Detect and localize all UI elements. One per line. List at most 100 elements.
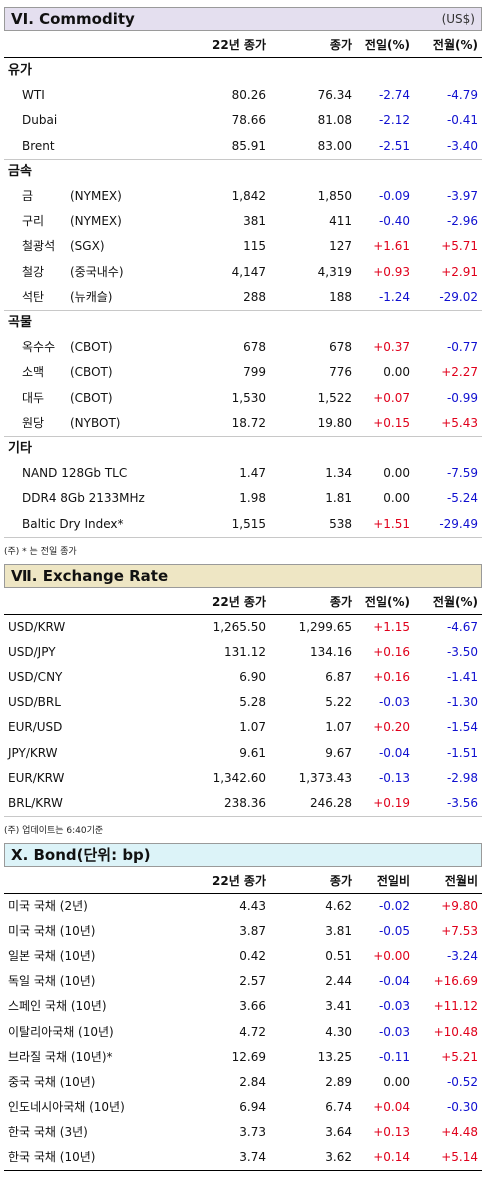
table-row: 소맥 (CBOT) 799 776 0.00 +2.27 [4,360,482,385]
table-row: NAND 128Gb TLC 1.47 1.34 0.00 -7.59 [4,461,482,486]
table-row: WTI 80.26 76.34 -2.74 -4.79 [4,83,482,108]
row-exchange: (SGX) [70,239,105,254]
cell-prev-day-change: +0.93 [373,264,410,279]
row-exchange: (NYMEX) [70,214,122,228]
cell-prev-month-change: +5.71 [441,239,478,254]
cell-close: 2.89 [325,1074,352,1089]
row-name: WTI [22,88,45,102]
exchange-section-title: Ⅶ. Exchange Rate [4,564,482,588]
col-header-22y-close: 22년 종가 [212,595,266,609]
table-row: 옥수수 (CBOT) 678 678 +0.37 -0.77 [4,335,482,360]
cell-22y-close: 3.73 [239,1124,266,1139]
category-row: 기타 [4,436,482,461]
cell-prev-month-change: +4.48 [441,1124,478,1139]
table-row: USD/JPY 131.12 134.16 +0.16 -3.50 [4,640,482,665]
row-name: EUR/USD [8,720,63,735]
cell-prev-month-change: -3.97 [446,188,478,203]
row-name: 구리 [22,214,45,228]
category-label: 유가 [8,63,32,78]
cell-22y-close: 9.61 [239,745,266,760]
table-row: 일본 국채 (10년) 0.42 0.51 +0.00 -3.24 [4,944,482,969]
row-name: Baltic Dry Index* [22,516,124,531]
cell-prev-month-change: -29.49 [439,516,478,531]
cell-close: 3.62 [325,1150,352,1164]
bond-table-bottom-border [4,1170,482,1171]
cell-prev-month-change: +10.48 [433,1024,478,1039]
cell-close: 1,373.43 [298,770,352,785]
cell-close: 538 [329,516,352,531]
cell-22y-close: 3.66 [239,999,266,1014]
row-exchange: (중국내수) [70,264,124,279]
commodity-title-text: VI. Commodity [11,10,135,28]
table-row: USD/KRW 1,265.50 1,299.65 +1.15 -4.67 [4,615,482,640]
row-name: Brent [22,138,55,153]
cell-22y-close: 80.26 [231,88,266,102]
cell-22y-close: 3.87 [239,924,266,939]
cell-prev-day-change: -1.24 [378,289,410,304]
table-row: 석탄 (뉴캐슬) 288 188 -1.24 -29.02 [4,285,482,311]
cell-prev-month-change: -4.79 [446,88,478,102]
commodity-footnote: (주) * 는 전일 종가 [4,547,77,557]
cell-22y-close: 5.28 [239,695,266,710]
cell-22y-close: 85.91 [231,138,266,153]
table-row: USD/CNY 6.90 6.87 +0.16 -1.41 [4,665,482,690]
cell-prev-day-change: -0.40 [378,214,410,228]
cell-prev-day-change: +1.15 [373,620,410,634]
category-label: 기타 [8,441,32,456]
cell-prev-month-change: -2.96 [446,214,478,228]
row-name: USD/CNY [8,670,63,685]
cell-prev-month-change: -2.98 [446,770,478,785]
cell-prev-month-change: -3.50 [446,645,478,660]
row-name: 철광석 [22,239,56,254]
cell-prev-day-change: -0.04 [378,974,410,989]
cell-close: 13.25 [317,1049,352,1064]
cell-prev-day-change: +0.13 [373,1124,410,1139]
cell-close: 4.30 [325,1024,352,1039]
cell-close: 1.81 [325,491,352,506]
cell-prev-day-change: -0.05 [378,924,410,939]
cell-close: 1.07 [325,720,352,735]
col-header-prev-day: 전일(%) [364,595,410,609]
cell-prev-month-change: +5.14 [441,1150,478,1164]
cell-prev-day-change: 0.00 [383,1074,410,1089]
cell-prev-month-change: -29.02 [439,289,478,304]
row-exchange: (NYBOT) [70,415,121,430]
cell-prev-day-change: -2.51 [378,138,410,153]
cell-close: 776 [329,365,352,380]
table-row: Brent 85.91 83.00 -2.51 -3.40 [4,134,482,160]
cell-close: 246.28 [310,795,352,810]
row-name: 한국 국채 (3년) [8,1124,88,1139]
table-row: 한국 국채 (10년) 3.74 3.62 +0.14 +5.14 [4,1145,482,1170]
cell-22y-close: 12.69 [231,1049,266,1064]
cell-close: 5.22 [325,695,352,710]
cell-prev-month-change: +2.91 [441,264,478,279]
commodity-section-title: VI. Commodity (US$) [4,7,482,31]
row-name: 중국 국채 (10년) [8,1074,96,1089]
cell-22y-close: 381 [243,214,266,228]
cell-prev-day-change: +0.15 [373,415,410,430]
cell-22y-close: 2.84 [239,1074,266,1089]
cell-prev-day-change: -0.13 [378,770,410,785]
bond-section-title: X. Bond(단위: bp) [4,843,482,867]
row-name: 금 [22,188,34,203]
cell-prev-month-change: -0.77 [446,340,478,354]
cell-prev-day-change: -0.04 [378,745,410,760]
commodity-unit: (US$) [441,12,475,26]
commodity-header-row: 22년 종가 종가 전일(%) 전월(%) [4,33,482,58]
cell-prev-day-change: 0.00 [383,365,410,380]
table-row: BRL/KRW 238.36 246.28 +0.19 -3.56 [4,791,482,817]
row-name: NAND 128Gb TLC [22,466,128,480]
row-name: Dubai [22,113,58,128]
cell-close: 19.80 [317,415,352,430]
table-row: EUR/KRW 1,342.60 1,373.43 -0.13 -2.98 [4,766,482,791]
category-row: 유가 [4,58,482,83]
row-name: 일본 국채 (10년) [8,949,96,964]
row-name: 브라질 국채 (10년)* [8,1049,113,1064]
row-name: USD/KRW [8,620,66,634]
table-row: JPY/KRW 9.61 9.67 -0.04 -1.51 [4,741,482,766]
row-name: 원당 [22,415,45,430]
table-row: 철강 (중국내수) 4,147 4,319 +0.93 +2.91 [4,260,482,285]
cell-prev-day-change: +0.16 [373,670,410,685]
cell-prev-day-change: -0.03 [378,695,410,710]
cell-prev-day-change: 0.00 [383,466,410,480]
